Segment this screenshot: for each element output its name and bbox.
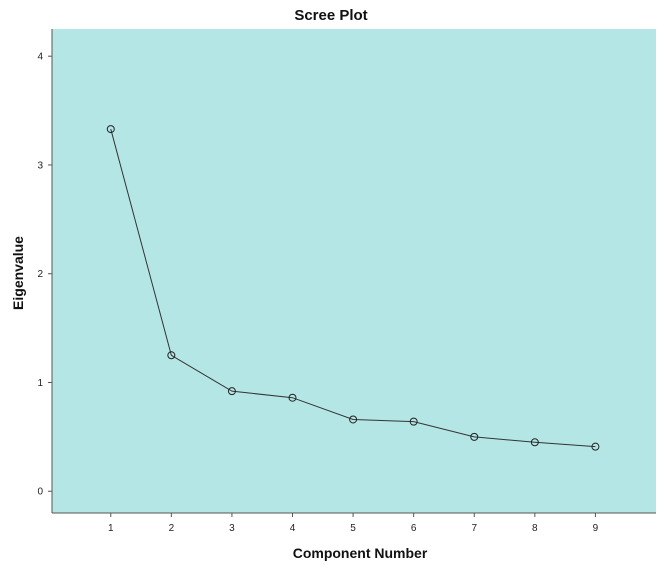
x-tick-label: 1 [108,523,114,534]
y-tick-label: 3 [37,160,43,171]
data-point-marker [288,393,297,402]
data-point-marker [106,125,115,134]
data-point-marker [591,442,600,451]
x-tick-label: 7 [471,523,477,534]
data-point-marker [409,417,418,426]
x-axis-ticks: 1 2 3 4 5 6 7 8 9 [108,513,599,534]
y-tick-label: 0 [37,487,43,498]
chart-title: Scree Plot [294,7,367,24]
eigenvalue-series-line [110,128,596,448]
y-axis-ticks: 0 1 2 3 4 [37,52,52,498]
y-tick-label: 2 [37,269,43,280]
x-tick-label: 9 [593,523,599,534]
y-tick-label: 1 [37,378,43,389]
plot-area [52,29,656,513]
x-axis-title: Component Number [293,545,428,561]
x-tick-label: 4 [290,523,296,534]
eigenvalue-markers [106,125,600,451]
x-tick-label: 2 [169,523,175,534]
x-tick-label: 3 [229,523,235,534]
x-tick-label: 8 [532,523,538,534]
y-tick-label: 4 [37,52,43,63]
data-point-marker [227,387,236,396]
x-tick-label: 6 [411,523,417,534]
data-point-marker [530,438,539,447]
x-tick-label: 5 [350,523,356,534]
y-axis-title: Eigenvalue [10,236,26,310]
data-point-marker [470,432,479,441]
data-point-marker [167,351,176,360]
data-point-marker [349,415,358,424]
